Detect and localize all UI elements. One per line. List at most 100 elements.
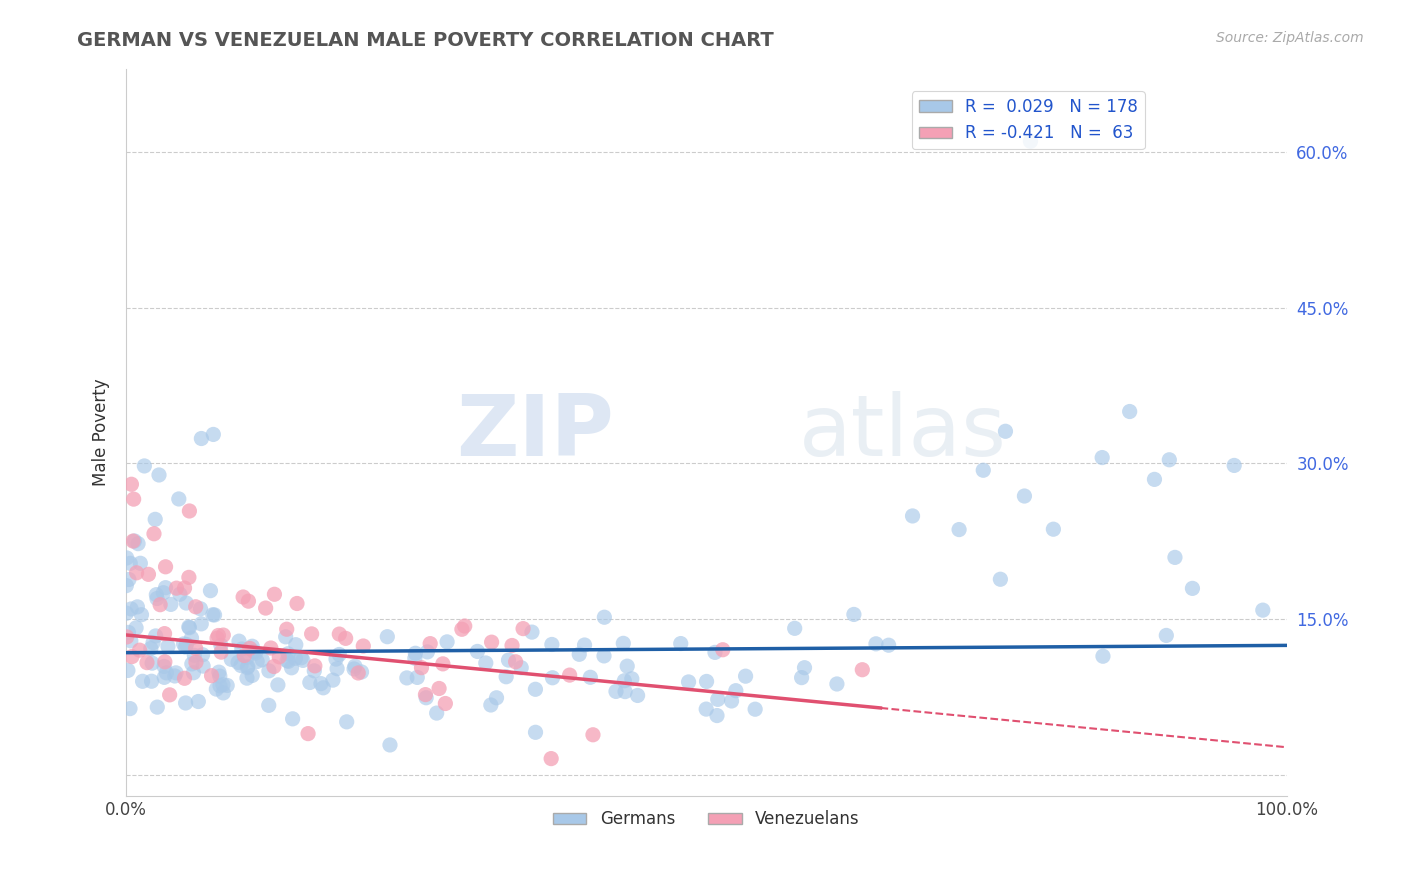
Point xyxy=(180,657,202,671)
Point xyxy=(131,674,153,689)
Point xyxy=(696,674,718,689)
Point xyxy=(378,738,401,752)
Point xyxy=(120,557,142,571)
Text: GERMAN VS VENEZUELAN MALE POVERTY CORRELATION CHART: GERMAN VS VENEZUELAN MALE POVERTY CORREL… xyxy=(77,31,775,50)
Point xyxy=(436,635,458,649)
Point xyxy=(153,659,176,673)
Point xyxy=(1091,450,1114,465)
Point xyxy=(204,607,226,622)
Point xyxy=(179,504,201,518)
Point xyxy=(183,665,205,680)
Point xyxy=(117,625,139,640)
Point xyxy=(790,671,813,685)
Point xyxy=(558,668,581,682)
Point xyxy=(325,652,347,666)
Point xyxy=(205,631,228,645)
Point xyxy=(415,690,437,705)
Point xyxy=(479,698,502,712)
Point xyxy=(711,642,734,657)
Point xyxy=(298,675,321,690)
Point xyxy=(994,425,1017,439)
Point xyxy=(121,649,143,664)
Point xyxy=(127,536,149,550)
Point xyxy=(1042,522,1064,536)
Point xyxy=(350,665,373,679)
Point xyxy=(1014,489,1036,503)
Point xyxy=(263,659,285,673)
Point xyxy=(605,684,627,698)
Point xyxy=(593,610,616,624)
Point xyxy=(454,619,477,633)
Point xyxy=(200,668,222,682)
Point xyxy=(145,588,167,602)
Point xyxy=(240,639,263,653)
Point xyxy=(254,601,277,615)
Point xyxy=(229,658,252,673)
Point xyxy=(326,662,349,676)
Point xyxy=(167,491,190,506)
Point xyxy=(173,581,195,595)
Point xyxy=(416,645,439,659)
Point xyxy=(312,681,335,695)
Point xyxy=(343,662,366,676)
Text: ZIP: ZIP xyxy=(456,391,613,474)
Point xyxy=(128,643,150,657)
Point xyxy=(734,669,756,683)
Point xyxy=(614,684,637,698)
Point xyxy=(238,594,260,608)
Point xyxy=(153,655,176,669)
Point xyxy=(115,606,138,620)
Point xyxy=(783,621,806,635)
Point xyxy=(117,664,139,678)
Point xyxy=(142,635,165,649)
Point xyxy=(115,579,138,593)
Point xyxy=(246,655,269,669)
Point xyxy=(901,508,924,523)
Point xyxy=(209,645,232,659)
Point xyxy=(495,670,517,684)
Point xyxy=(212,686,235,700)
Point xyxy=(540,751,562,765)
Point xyxy=(669,636,692,650)
Point xyxy=(163,669,186,683)
Point xyxy=(129,556,152,570)
Point xyxy=(274,630,297,644)
Point xyxy=(236,671,259,685)
Point xyxy=(481,635,503,649)
Legend: Germans, Venezuelans: Germans, Venezuelans xyxy=(547,804,866,835)
Point xyxy=(149,598,172,612)
Point xyxy=(141,656,163,670)
Point xyxy=(395,671,418,685)
Point xyxy=(284,638,307,652)
Point xyxy=(309,676,332,690)
Point xyxy=(134,458,156,473)
Point xyxy=(281,712,304,726)
Point xyxy=(202,427,225,442)
Point xyxy=(143,512,166,526)
Point xyxy=(972,463,994,477)
Point xyxy=(245,646,267,660)
Point xyxy=(267,678,290,692)
Point xyxy=(122,492,145,507)
Point xyxy=(127,599,149,614)
Point xyxy=(1223,458,1246,473)
Point xyxy=(184,599,207,614)
Point xyxy=(231,642,253,657)
Point xyxy=(160,598,183,612)
Point xyxy=(990,572,1012,586)
Point xyxy=(434,697,457,711)
Point xyxy=(138,567,160,582)
Point xyxy=(169,587,191,601)
Point xyxy=(451,622,474,636)
Point xyxy=(118,701,141,715)
Point xyxy=(865,637,887,651)
Point xyxy=(501,639,523,653)
Point xyxy=(851,663,873,677)
Point xyxy=(582,728,605,742)
Point xyxy=(505,655,527,669)
Point xyxy=(184,641,207,656)
Point xyxy=(593,648,616,663)
Point xyxy=(257,698,280,713)
Point xyxy=(510,661,533,675)
Point xyxy=(1164,550,1187,565)
